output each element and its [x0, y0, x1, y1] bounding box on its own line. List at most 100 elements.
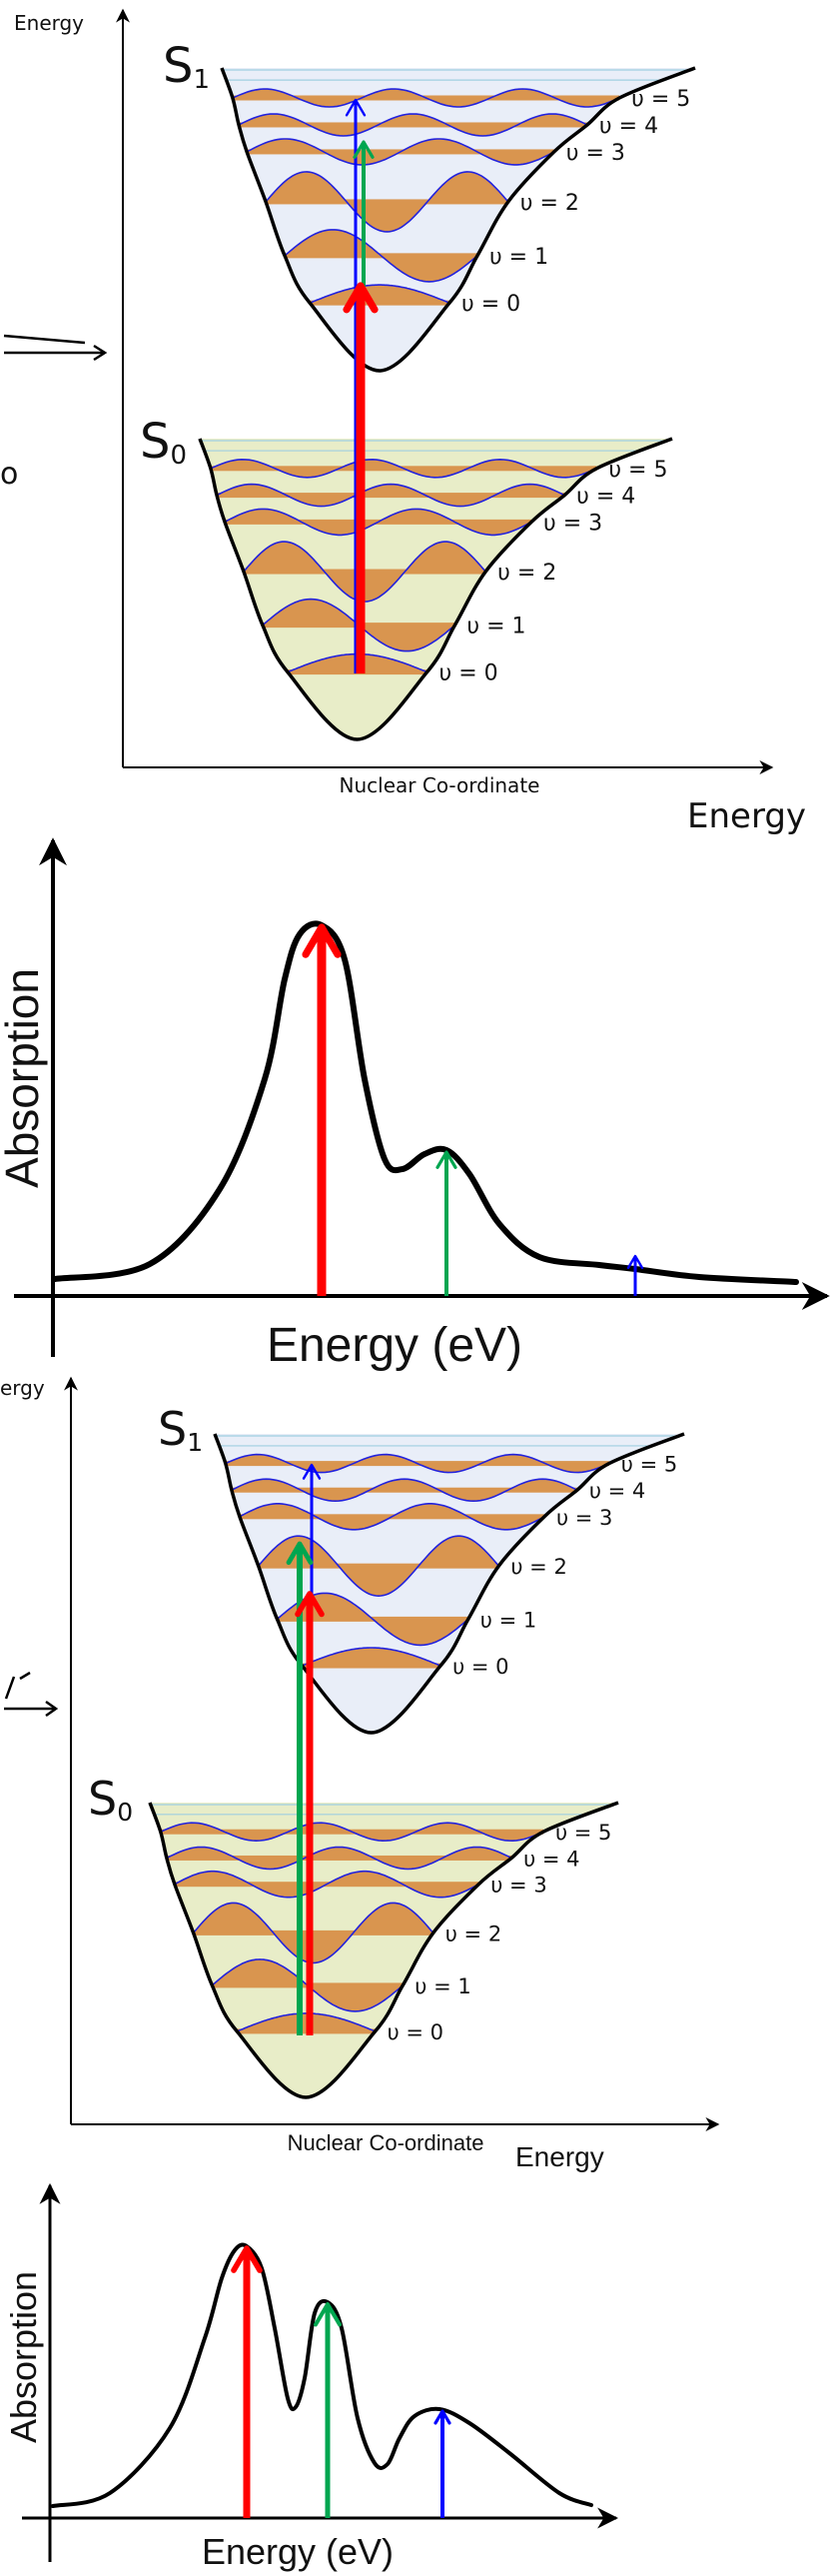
transition-arrows-bottom: [286, 1463, 325, 2035]
arrow-head-icon: [295, 1591, 325, 1618]
spectrum-arrows-bottom: [231, 2245, 451, 2518]
vibrational-label: υ = 5: [608, 458, 667, 483]
vibrational-label: υ = 2: [445, 1922, 501, 1945]
spectrum-arrow-red: [302, 923, 342, 1296]
wavefunction-fill: [310, 285, 449, 304]
arrow-head-icon: [435, 1150, 457, 1169]
vibrational-label: υ = 2: [520, 191, 579, 216]
spectrum-arrow-blue: [626, 1254, 644, 1296]
vibrational-label: υ = 1: [489, 245, 548, 270]
vibrational-label: υ = 0: [388, 2020, 443, 2044]
wavefunction-fill: [302, 1648, 441, 1667]
vibrational-level: υ = 0: [309, 284, 520, 317]
wavefunction-line: [174, 1870, 479, 1899]
wavefunction-line: [231, 1478, 578, 1503]
wavefunction-line: [160, 1822, 544, 1843]
vibrational-label: υ = 4: [576, 485, 635, 510]
wavefunction-fill: [210, 459, 597, 478]
wavefunction-line: [265, 171, 509, 233]
vibrational-level: υ = 5: [160, 1821, 611, 1845]
vibrational-level: υ = 0: [236, 2012, 443, 2044]
wavefunction-line: [238, 113, 588, 137]
transition-arrow-blue: [345, 98, 367, 673]
ground-state-label: S0: [140, 414, 187, 471]
left-fragment-arrow: [4, 1671, 59, 1718]
wavefunction-line: [246, 138, 555, 166]
spectrum-arrow-green: [435, 1150, 457, 1296]
x-axis-label: Nuclear Co-ordinate: [340, 773, 540, 797]
ground-state-well: υ = 0 υ = 1 υ = 2 υ = 3 υ = 4υ = 5: [148, 1801, 619, 2099]
left-fragment-i: ı: [0, 611, 2, 645]
transition-arrow-green: [353, 140, 375, 290]
wavefunction-fill: [277, 1593, 468, 1646]
vibrational-label: υ = 3: [490, 1874, 546, 1898]
vibrational-level: υ = 0: [302, 1647, 509, 1679]
vibrational-label: υ = 0: [461, 292, 520, 317]
vibrational-label: υ = 4: [523, 1847, 579, 1871]
vibrational-label: υ = 3: [566, 141, 625, 166]
transition-arrows-top: [343, 98, 379, 673]
vibrational-label: υ = 5: [631, 87, 690, 112]
wavefunction-fill: [217, 484, 565, 507]
potential-diagram-top: υ = 0υ = 1υ = 2υ = 3υ = 4υ = 5υ = 0υ = 1…: [0, 8, 806, 836]
absorption-spectrum-top: Absorption Energy (eV): [0, 837, 830, 1372]
vibrational-label: υ = 5: [555, 1821, 611, 1845]
wavefunction-line: [284, 229, 478, 283]
potential-curve: [148, 1801, 619, 2099]
vibrational-label: υ = 2: [510, 1555, 566, 1579]
arrow-head-icon: [286, 1541, 314, 1566]
vibrational-level: υ = 4: [238, 113, 658, 139]
y-axis-label: Absorption: [0, 968, 48, 1188]
arrow-head-icon: [302, 1463, 322, 1480]
wavefunction-line: [216, 483, 565, 508]
vibrational-label: υ = 0: [439, 661, 498, 686]
overflow-energy-label: Energy: [687, 796, 806, 836]
spectrum-arrow-green: [314, 2302, 342, 2518]
absorption-curve: [52, 920, 799, 1285]
x-axis-label: Energy (eV): [202, 2531, 394, 2572]
vibrational-label: υ = 1: [466, 615, 525, 640]
vibrational-level: υ = 2: [192, 1902, 501, 1964]
potential-curve: [198, 437, 673, 741]
wavefunction-fill: [237, 2012, 376, 2031]
vibrational-level: υ = 5: [210, 458, 667, 483]
absorption-spectrum-bottom: Absorption Energy (eV): [3, 2182, 619, 2572]
wavefunction-fill: [193, 1903, 433, 1963]
wavefunction-line: [236, 2012, 376, 2032]
wavefunction-line: [232, 88, 620, 108]
vibrational-label: υ = 1: [480, 1608, 536, 1632]
excited-state-label: S1: [158, 1402, 203, 1457]
y-axis-label: ergy: [0, 1376, 45, 1400]
vibrational-label: υ = 5: [621, 1453, 677, 1477]
vibrational-label: υ = 4: [599, 114, 658, 139]
potential-curve: [220, 66, 696, 373]
transition-arrow-green: [286, 1541, 314, 2035]
arrow-head-icon: [626, 1254, 644, 1270]
wavefunction-line: [210, 458, 597, 479]
excited-state-label: S1: [163, 38, 210, 95]
arrow-head-icon: [433, 2409, 451, 2425]
vibrational-level: υ = 4: [216, 483, 635, 510]
arrow-head-icon: [231, 2245, 263, 2273]
wavefunction-line: [192, 1902, 434, 1964]
wavefunction-line: [258, 1535, 500, 1598]
vibrational-level: υ = 2: [258, 1535, 567, 1598]
vibrational-label: υ = 1: [415, 1974, 470, 1998]
ground-state-well: υ = 0υ = 1υ = 2υ = 3υ = 4υ = 5: [198, 437, 673, 741]
transition-arrow-red: [343, 282, 379, 673]
x-axis-label: Energy (eV): [267, 1319, 522, 1372]
wells-top: υ = 0υ = 1υ = 2υ = 3υ = 4υ = 5υ = 0υ = 1…: [198, 66, 696, 741]
arrow-head-icon: [353, 140, 375, 159]
wavefunction-line: [309, 284, 450, 304]
arrow-head-icon: [302, 923, 342, 958]
vibrational-level: υ = 5: [232, 87, 690, 112]
arrow-head-icon: [345, 98, 367, 117]
wavefunction-line: [225, 1453, 610, 1474]
vibrational-level: υ = 1: [284, 229, 548, 283]
spectrum-arrow-blue: [433, 2409, 451, 2518]
absorption-curve: [51, 2242, 593, 2508]
transition-arrow-red: [295, 1591, 325, 2035]
wavefunction-line: [166, 1846, 512, 1871]
vibrational-level: υ = 4: [231, 1478, 645, 1503]
